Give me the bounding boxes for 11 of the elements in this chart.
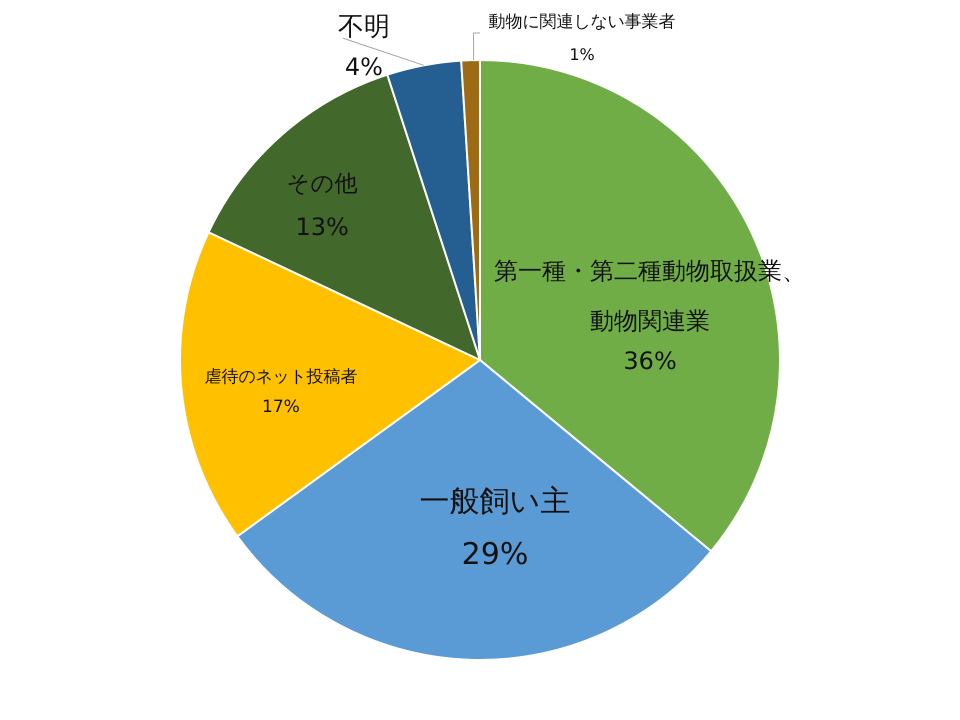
slice-label: 一般飼い主	[420, 484, 571, 520]
data-label: 1%	[569, 45, 595, 64]
data-label: 4%	[344, 53, 383, 82]
slice-label: その他	[286, 170, 358, 197]
data-label: 36%	[623, 347, 677, 376]
data-label: 13%	[295, 212, 349, 241]
data-label: 17%	[262, 397, 300, 418]
slice-label: 虐待のネット投稿者	[204, 367, 358, 388]
data-label: 29%	[462, 537, 528, 572]
slice-label: 動物に関連しない事業者	[488, 12, 676, 32]
slice-label: 不明	[338, 12, 390, 42]
